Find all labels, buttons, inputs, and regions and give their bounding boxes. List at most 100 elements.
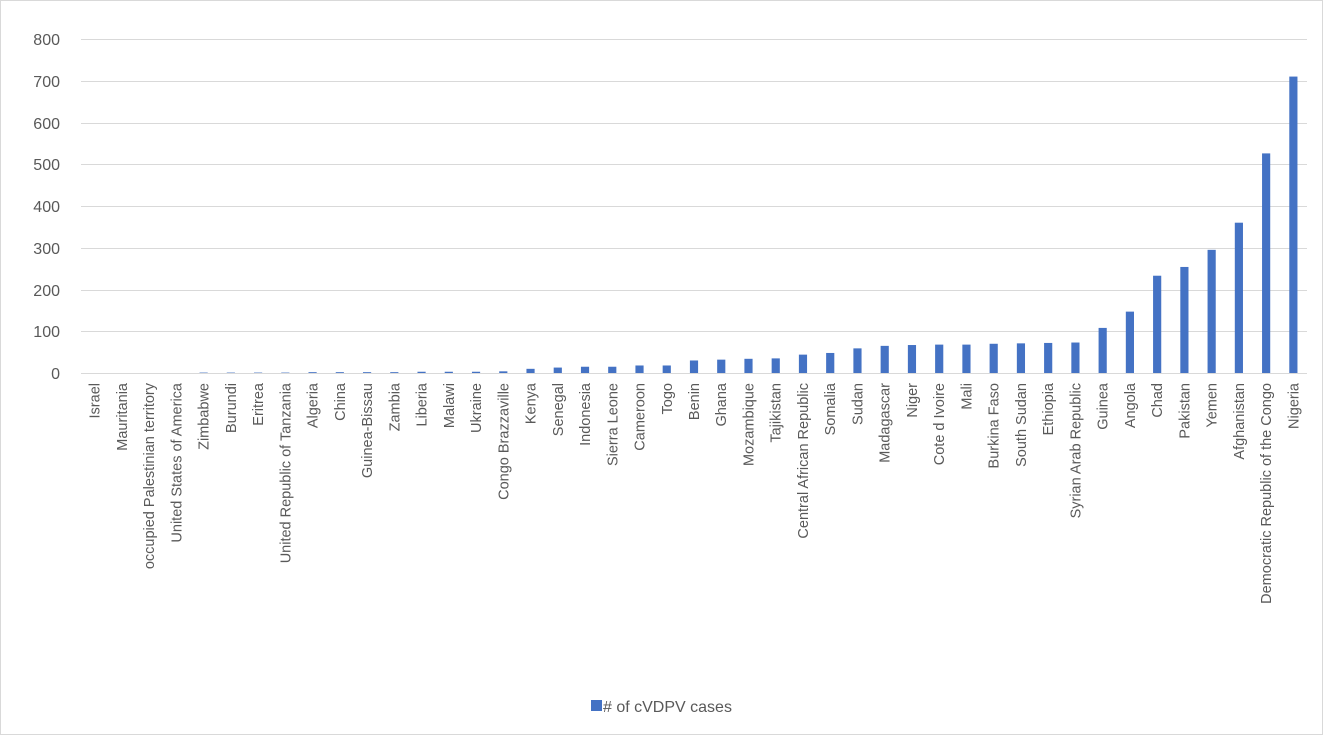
bar: [554, 368, 562, 373]
bar: [1180, 267, 1188, 373]
bar: [1126, 312, 1134, 373]
bar: [663, 365, 671, 373]
x-tick-label: Ghana: [714, 382, 730, 426]
x-tick-label: occupied Palestinian territory: [142, 382, 158, 569]
x-tick-label: Nigeria: [1286, 382, 1302, 429]
x-tick-label: Israel: [88, 383, 104, 418]
bar: [1044, 343, 1052, 373]
bar: [881, 346, 889, 373]
x-tick-label: Malawi: [442, 383, 458, 428]
legend-swatch: [591, 700, 602, 711]
x-tick-label: Guinea-Bissau: [360, 383, 376, 478]
bar: [990, 344, 998, 373]
x-tick-label: Zimbabwe: [197, 383, 213, 450]
y-tick-label: 200: [33, 283, 60, 300]
x-tick-label: Somalia: [823, 382, 839, 435]
x-tick-label: Guinea: [1096, 382, 1112, 430]
bar: [1099, 328, 1107, 373]
bar: [799, 355, 807, 373]
y-tick-label: 0: [51, 366, 60, 383]
y-tick-label: 800: [33, 32, 60, 49]
x-axis-ticks: Israel Mauritania occupied Palestinian ter…: [88, 382, 1303, 604]
x-tick-label: Niger: [905, 383, 921, 418]
x-tick-label: Mauritania: [115, 382, 131, 451]
bar: [1208, 250, 1216, 373]
x-tick-label: Central African Republic: [796, 383, 812, 539]
y-tick-label: 300: [33, 241, 60, 258]
gridlines: [81, 40, 1307, 374]
y-tick-label: 500: [33, 157, 60, 174]
x-tick-label: Cameroon: [633, 383, 649, 451]
x-tick-label: Liberia: [415, 382, 431, 426]
bar: [445, 372, 453, 373]
bar: [363, 372, 371, 373]
x-tick-label: Democratic Republic of the Congo: [1259, 383, 1275, 604]
x-tick-label: Mali: [959, 383, 975, 410]
x-tick-label: Chad: [1150, 383, 1166, 418]
bar: [690, 360, 698, 373]
bar: [1235, 223, 1243, 373]
bar: [1262, 153, 1270, 373]
x-tick-label: Madagascar: [878, 383, 894, 463]
x-tick-label: Eritrea: [251, 382, 267, 426]
x-tick-label: Ukraine: [469, 383, 485, 433]
bar: [635, 365, 643, 373]
x-tick-label: Sierra Leone: [605, 383, 621, 466]
bar: [308, 372, 316, 373]
x-tick-label: China: [333, 382, 349, 421]
bar: [962, 345, 970, 373]
bar: [1071, 343, 1079, 373]
x-tick-label: Congo Brazzaville: [496, 383, 512, 500]
y-axis-ticks: 0 100 200 300 400 500 600 700 800: [33, 32, 60, 383]
x-tick-label: Togo: [660, 383, 676, 414]
bar: [1289, 77, 1297, 373]
bar: [417, 372, 425, 373]
x-tick-label: United States of America: [169, 382, 185, 543]
x-tick-label: South Sudan: [1014, 383, 1030, 467]
bar: [390, 372, 398, 373]
x-tick-label: Kenya: [524, 382, 540, 424]
bar: [935, 345, 943, 373]
x-tick-label: Algeria: [306, 382, 322, 428]
x-tick-label: Syrian Arab Republic: [1068, 383, 1084, 518]
y-tick-label: 100: [33, 324, 60, 341]
x-tick-label: Burundi: [224, 383, 240, 433]
bars: [200, 77, 1298, 373]
bar: [581, 367, 589, 373]
x-tick-label: Zambia: [387, 382, 403, 431]
x-tick-label: Ethiopia: [1041, 382, 1057, 435]
bar: [853, 348, 861, 373]
x-tick-label: Afghanistan: [1232, 383, 1248, 460]
x-tick-label: Mozambique: [741, 383, 757, 466]
x-tick-label: Indonesia: [578, 382, 594, 446]
y-tick-label: 400: [33, 199, 60, 216]
bar: [472, 372, 480, 373]
x-tick-label: United Republic of Tanzania: [278, 382, 294, 563]
x-tick-label: Senegal: [551, 383, 567, 436]
x-tick-label: Burkina Faso: [987, 383, 1003, 468]
legend-label: # of cVDPV cases: [603, 699, 732, 716]
y-tick-label: 600: [33, 116, 60, 133]
bar: [499, 371, 507, 373]
bar: [717, 360, 725, 373]
x-tick-label: Benin: [687, 383, 703, 420]
y-tick-label: 700: [33, 74, 60, 91]
bar: [772, 358, 780, 373]
bar: [526, 369, 534, 373]
x-tick-label: Angola: [1123, 382, 1139, 428]
bar: [908, 345, 916, 373]
bar: [1153, 276, 1161, 373]
x-tick-label: Sudan: [850, 383, 866, 425]
bar: [826, 353, 834, 373]
bar: [744, 359, 752, 373]
bar: [1017, 343, 1025, 373]
legend: # of cVDPV cases: [591, 699, 732, 716]
bar: [336, 372, 344, 373]
x-tick-label: Tajikistan: [769, 383, 785, 443]
x-tick-label: Pakistan: [1177, 383, 1193, 439]
bar: [608, 367, 616, 373]
x-tick-label: Yemen: [1205, 383, 1221, 428]
x-tick-label: Cote d Ivoire: [932, 383, 948, 465]
